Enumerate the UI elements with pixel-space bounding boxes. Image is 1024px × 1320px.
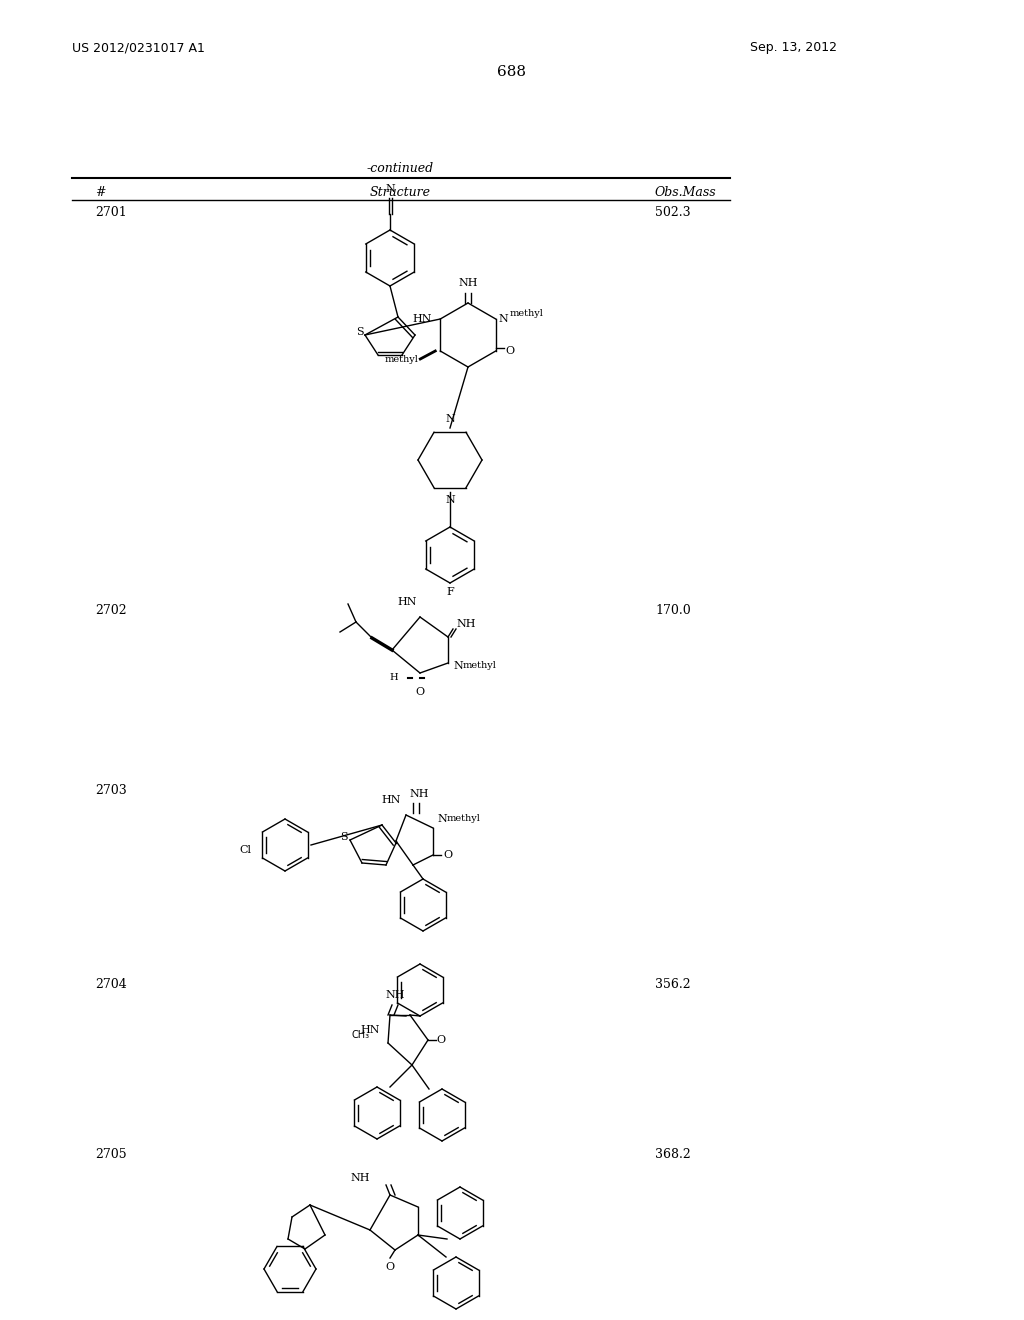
- Text: O: O: [385, 1262, 394, 1272]
- Text: Cl: Cl: [239, 845, 251, 855]
- Text: HN: HN: [382, 795, 401, 805]
- Text: NH: NH: [459, 279, 478, 288]
- Text: 368.2: 368.2: [655, 1148, 691, 1162]
- Text: methyl: methyl: [384, 355, 418, 363]
- Text: 170.0: 170.0: [655, 603, 691, 616]
- Text: 2705: 2705: [95, 1148, 127, 1162]
- Text: O: O: [416, 686, 425, 697]
- Text: 2702: 2702: [95, 603, 127, 616]
- Text: NH: NH: [456, 619, 475, 630]
- Text: N: N: [437, 814, 446, 824]
- Text: NH: NH: [350, 1173, 370, 1183]
- Text: HN: HN: [397, 597, 417, 607]
- Text: methyl: methyl: [510, 309, 544, 318]
- Text: Obs.Mass: Obs.Mass: [655, 186, 717, 198]
- Text: N: N: [445, 495, 455, 506]
- Text: US 2012/0231017 A1: US 2012/0231017 A1: [72, 41, 205, 54]
- Text: O: O: [443, 850, 453, 861]
- Text: #: #: [95, 186, 105, 198]
- Text: S: S: [340, 832, 348, 842]
- Text: 2701: 2701: [95, 206, 127, 219]
- Text: methyl: methyl: [463, 661, 497, 671]
- Text: -continued: -continued: [367, 161, 433, 174]
- Text: F: F: [446, 587, 454, 597]
- Text: N: N: [445, 414, 455, 424]
- Text: 502.3: 502.3: [655, 206, 690, 219]
- Text: NH: NH: [385, 990, 404, 1001]
- Text: S: S: [356, 327, 364, 337]
- Text: methyl: methyl: [447, 814, 481, 822]
- Text: N: N: [499, 314, 509, 323]
- Text: NH: NH: [410, 789, 429, 799]
- Text: H: H: [389, 672, 398, 681]
- Text: 2703: 2703: [95, 784, 127, 796]
- Text: 356.2: 356.2: [655, 978, 690, 991]
- Text: O: O: [436, 1035, 445, 1045]
- Text: CH₃: CH₃: [352, 1030, 370, 1040]
- Text: N: N: [453, 661, 463, 671]
- Text: HN: HN: [360, 1026, 380, 1035]
- Text: Sep. 13, 2012: Sep. 13, 2012: [750, 41, 837, 54]
- Text: 2704: 2704: [95, 978, 127, 991]
- Text: N: N: [385, 183, 395, 194]
- Text: HN: HN: [413, 314, 432, 323]
- Text: Structure: Structure: [370, 186, 430, 198]
- Text: 688: 688: [498, 65, 526, 79]
- Text: O: O: [506, 346, 515, 356]
